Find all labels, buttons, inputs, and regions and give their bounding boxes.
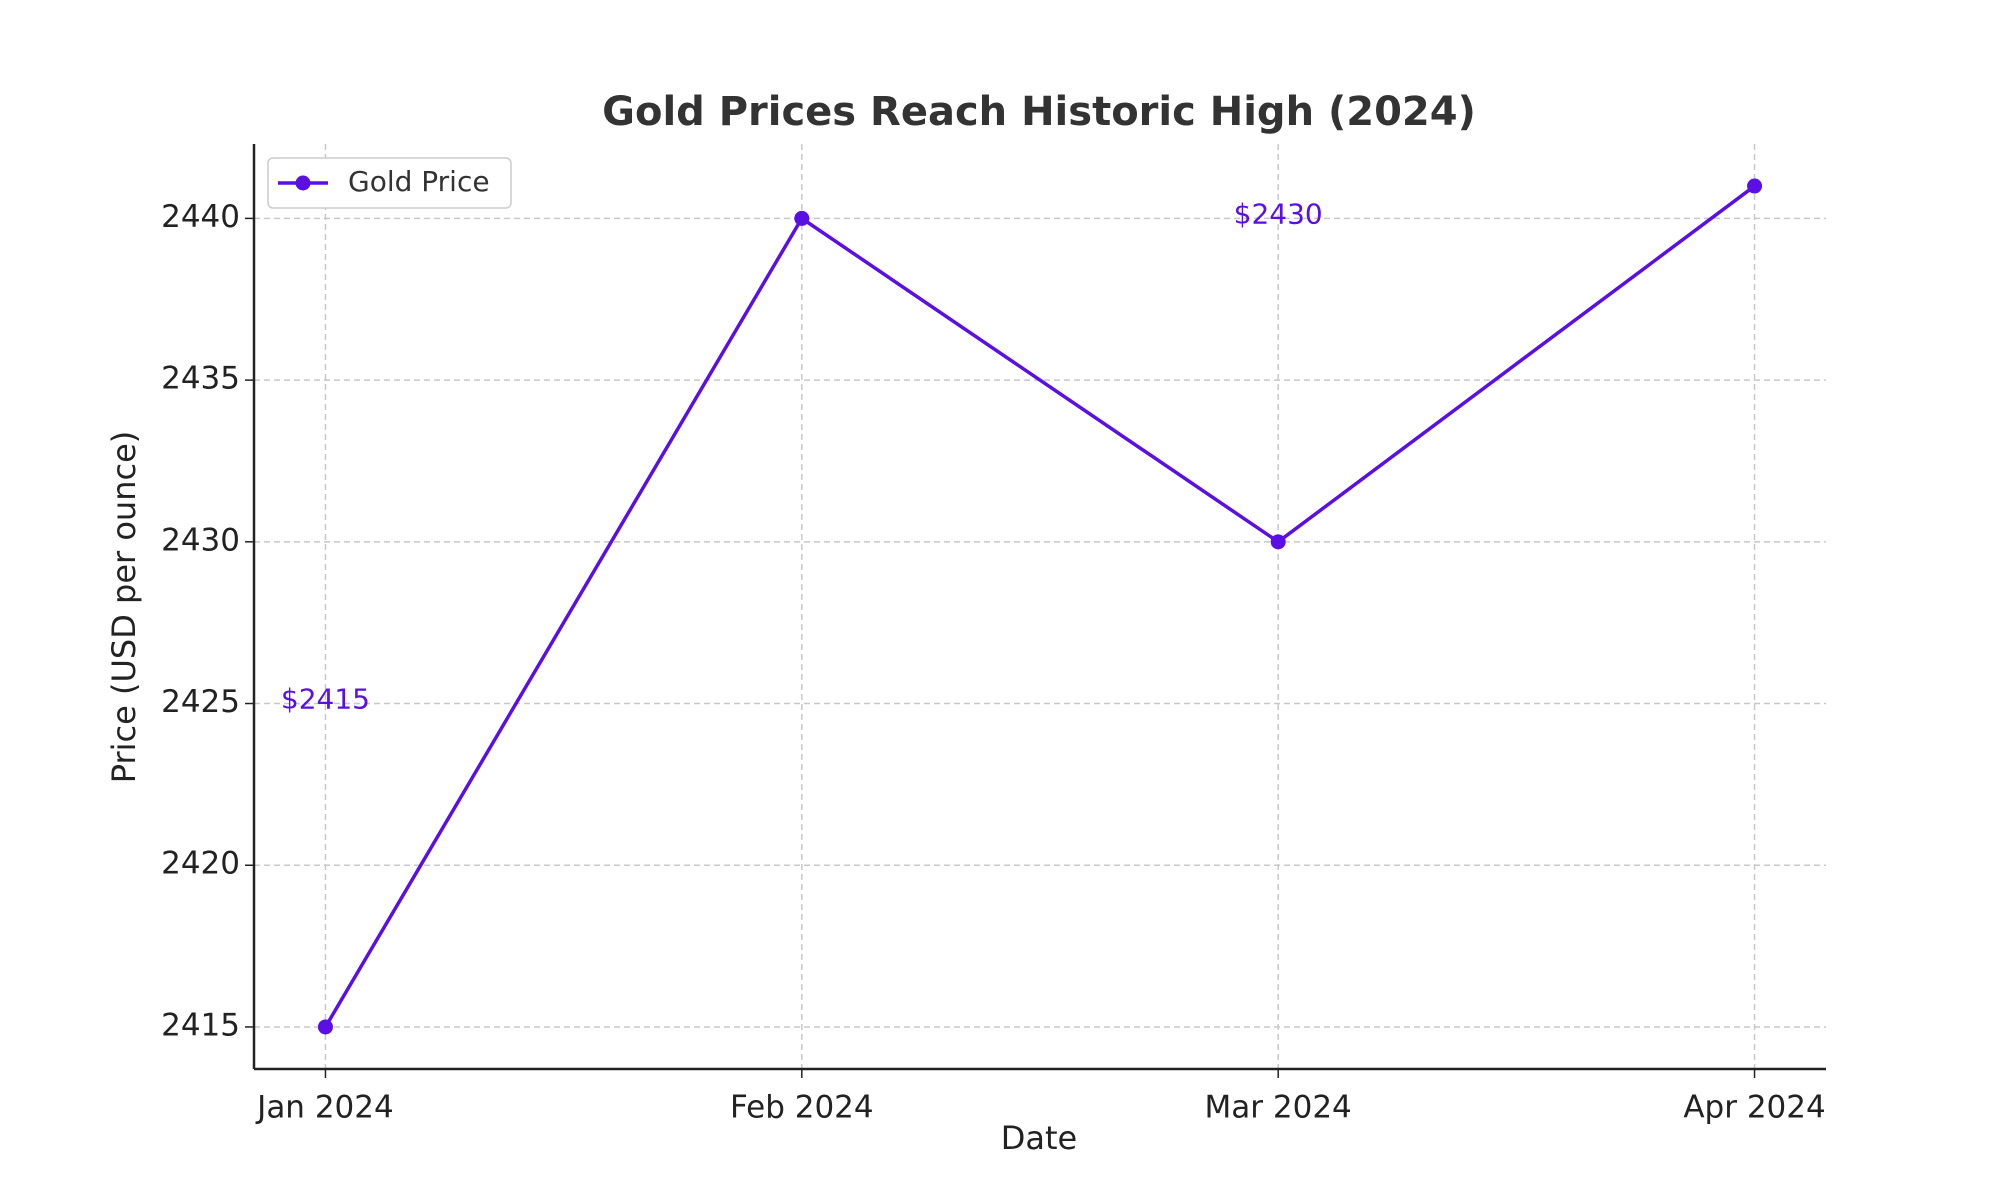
x-tick-label: Mar 2024 bbox=[1205, 1090, 1352, 1126]
x-tick-label: Apr 2024 bbox=[1683, 1090, 1825, 1126]
legend-marker bbox=[295, 175, 311, 191]
value-label: $2430 bbox=[1234, 197, 1323, 230]
series-line bbox=[323, 184, 1756, 1028]
y-tick-label: 2430 bbox=[161, 522, 240, 558]
y-tick-label: 2440 bbox=[161, 199, 240, 235]
x-axis-label: Date bbox=[1001, 1119, 1077, 1157]
point bbox=[1747, 178, 1763, 194]
y-tick-label: 2415 bbox=[161, 1007, 240, 1043]
y-tick-label: 2420 bbox=[161, 846, 240, 882]
legend-box bbox=[267, 157, 512, 209]
point bbox=[794, 210, 810, 226]
point bbox=[1270, 534, 1286, 550]
x-tick-label: Feb 2024 bbox=[730, 1090, 874, 1126]
y-tick-label: 2425 bbox=[161, 684, 240, 720]
value-label: $2415 bbox=[281, 682, 370, 715]
point bbox=[317, 1019, 333, 1035]
legend-label: Gold Price bbox=[348, 165, 490, 198]
y-axis-label: Price (USD per ounce) bbox=[105, 431, 143, 784]
chart-title: Gold Prices Reach Historic High (2024) bbox=[602, 89, 1476, 135]
x-tick-label: Jan 2024 bbox=[255, 1090, 394, 1126]
y-tick-label: 2435 bbox=[161, 361, 240, 397]
